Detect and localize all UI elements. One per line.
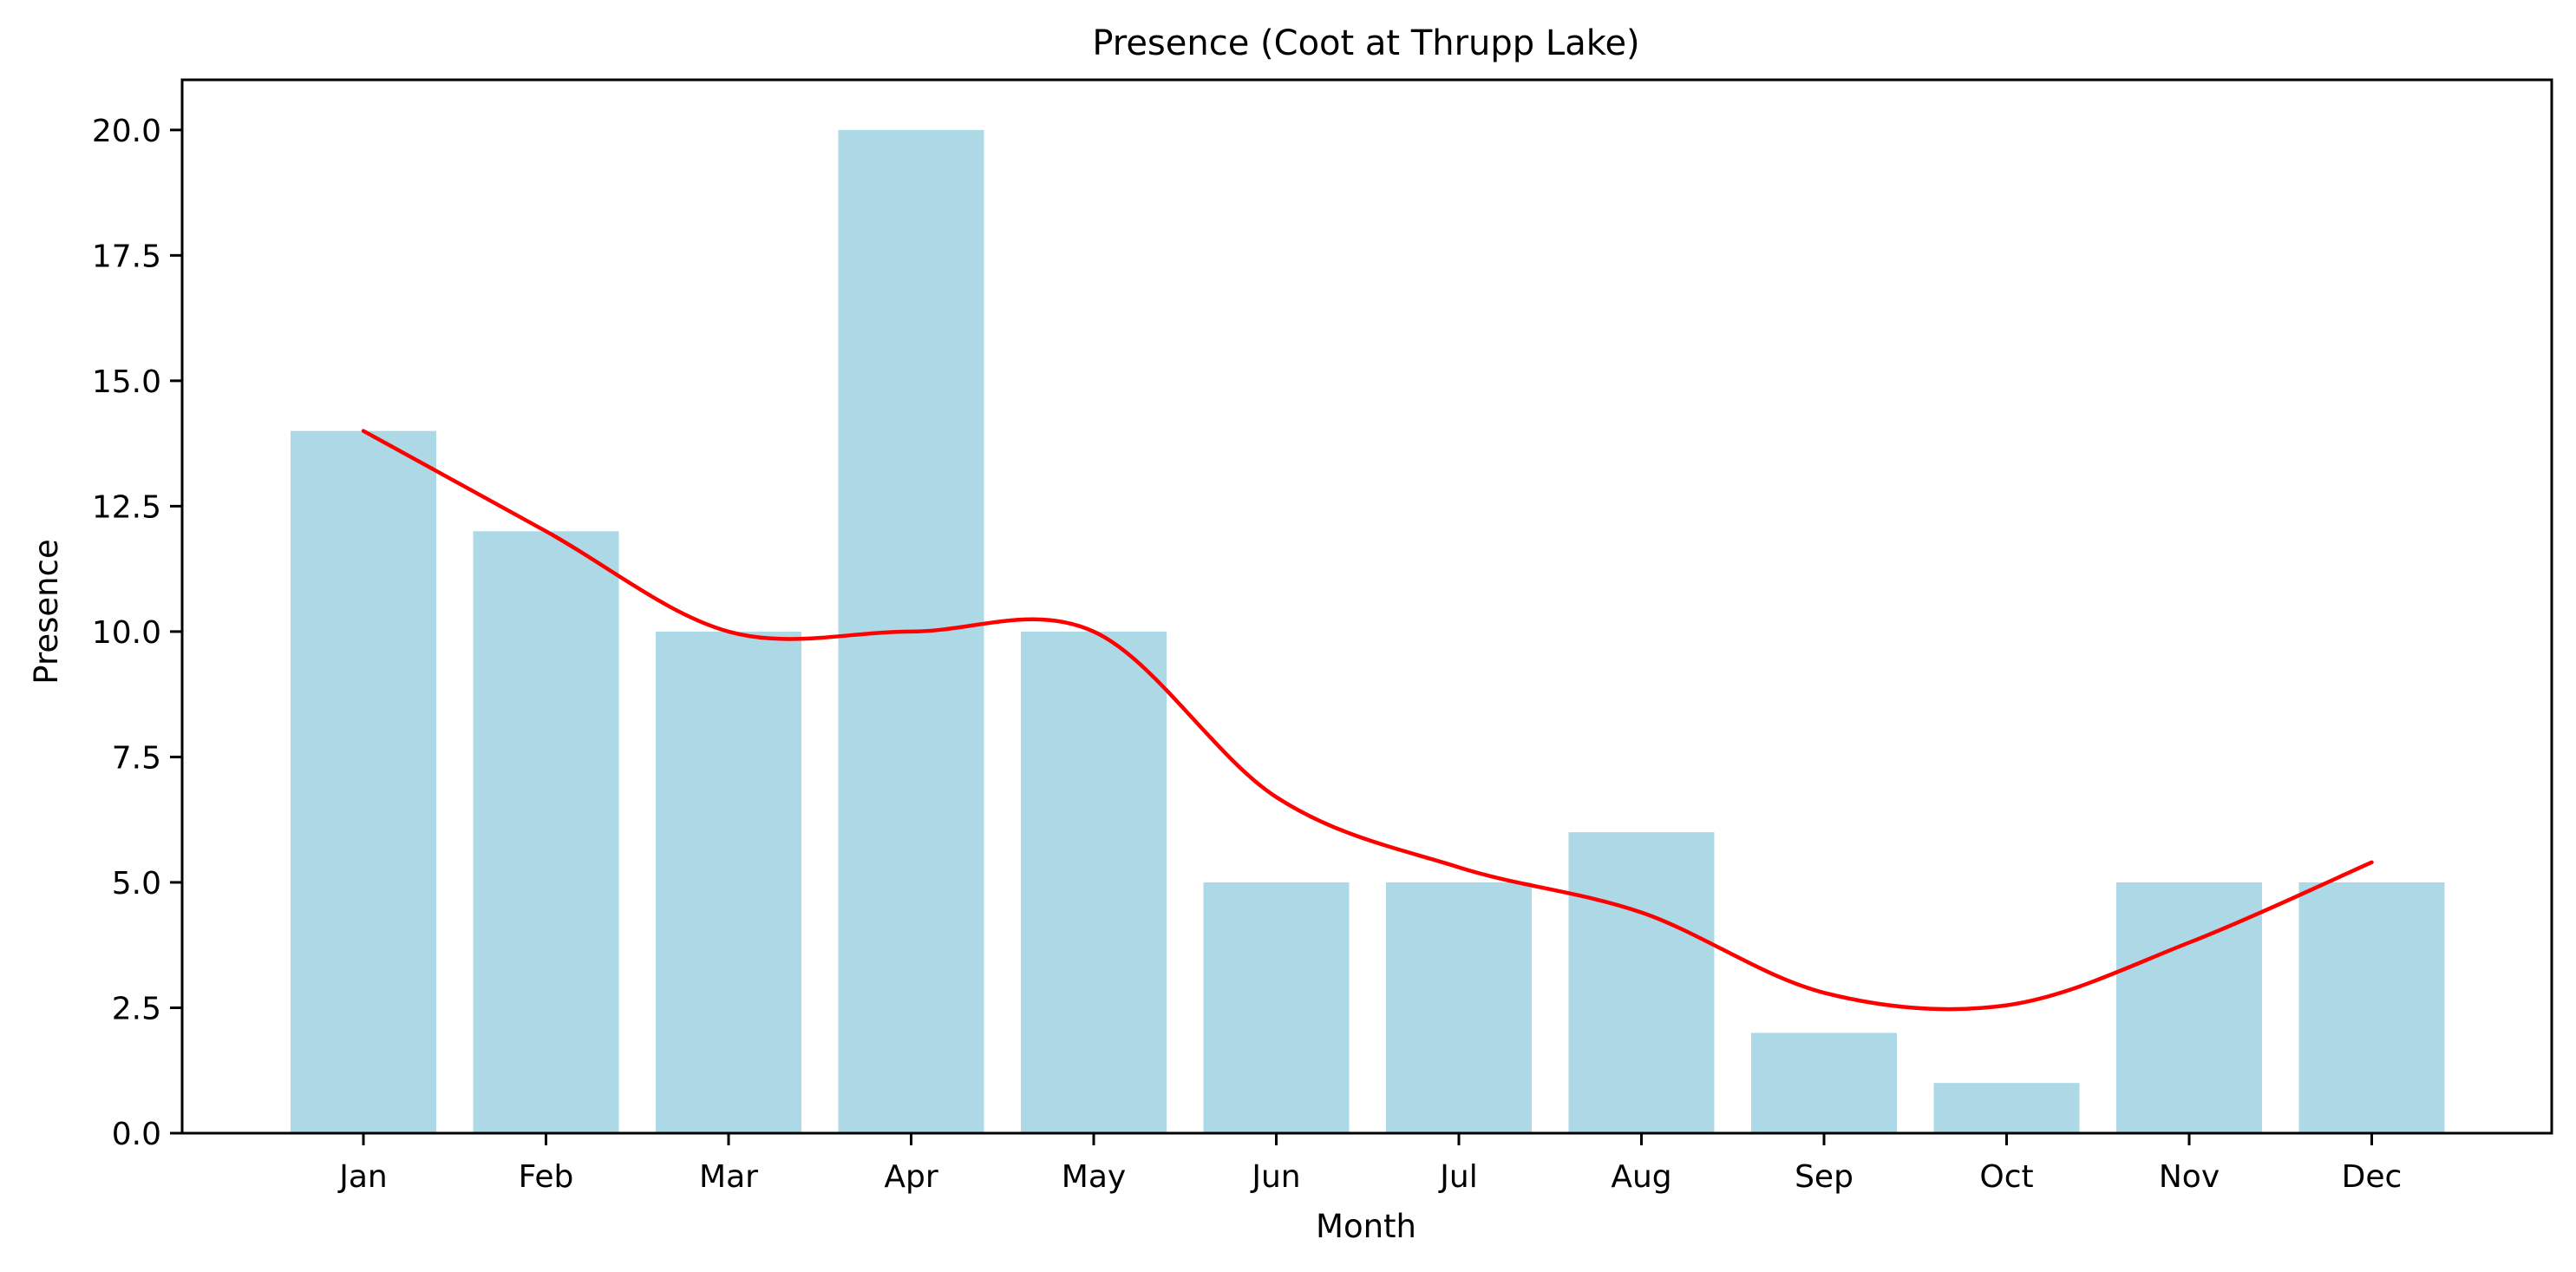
y-tick-label: 2.5 bbox=[112, 991, 161, 1026]
bar-jun bbox=[1203, 882, 1350, 1133]
bar-jan bbox=[291, 430, 436, 1134]
x-tick-label-aug: Aug bbox=[1611, 1159, 1671, 1195]
trend-line bbox=[361, 429, 2374, 1012]
bar-jul bbox=[1386, 882, 1532, 1133]
x-axis-label: Month bbox=[1316, 1208, 1416, 1245]
bar-oct bbox=[1933, 1083, 2080, 1133]
y-tick-label: 10.0 bbox=[92, 615, 161, 651]
chart-title: Presence (Coot at Thrupp Lake) bbox=[1092, 23, 1639, 63]
x-tick-label-may: May bbox=[1062, 1159, 1126, 1195]
x-tick-label-nov: Nov bbox=[2159, 1159, 2220, 1195]
x-tick-label-dec: Dec bbox=[2342, 1159, 2403, 1195]
bar-may bbox=[1021, 631, 1167, 1133]
bar-aug bbox=[1568, 832, 1715, 1133]
bar-sep bbox=[1751, 1033, 1897, 1133]
y-tick-label: 17.5 bbox=[92, 239, 161, 274]
x-tick-label-mar: Mar bbox=[699, 1159, 758, 1195]
x-tick-label-sep: Sep bbox=[1795, 1159, 1854, 1195]
x-tick-label-apr: Apr bbox=[884, 1159, 938, 1195]
bar-feb bbox=[473, 531, 619, 1133]
y-axis-label: Presence bbox=[28, 539, 65, 684]
bar-mar bbox=[656, 631, 801, 1133]
y-tick-label: 15.0 bbox=[92, 364, 161, 400]
x-tick-label-feb: Feb bbox=[519, 1159, 574, 1195]
bars bbox=[291, 129, 2445, 1134]
y-tick-label: 12.5 bbox=[92, 489, 161, 525]
y-tick-label: 0.0 bbox=[112, 1117, 161, 1152]
x-tick-label-jan: Jan bbox=[337, 1159, 388, 1195]
x-tick-label-jul: Jul bbox=[1438, 1159, 1477, 1195]
y-tick-label: 5.0 bbox=[112, 866, 161, 902]
y-tick-label: 20.0 bbox=[92, 114, 161, 149]
x-tick-label-oct: Oct bbox=[1979, 1159, 2033, 1195]
x-axis: Jan Feb Mar Apr May Jun Jul Aug Sep Oct Nov Dec bbox=[337, 1133, 2402, 1195]
x-tick-label-jun: Jun bbox=[1250, 1159, 1300, 1195]
bar-dec bbox=[2298, 882, 2445, 1133]
y-tick-label: 7.5 bbox=[112, 740, 161, 776]
plot-frame bbox=[180, 78, 2553, 1135]
trend-layer bbox=[361, 429, 2374, 1012]
y-axis: 0.0 2.5 5.0 7.5 10.0 12.5 15.0 17.5 20.0 bbox=[92, 114, 182, 1152]
